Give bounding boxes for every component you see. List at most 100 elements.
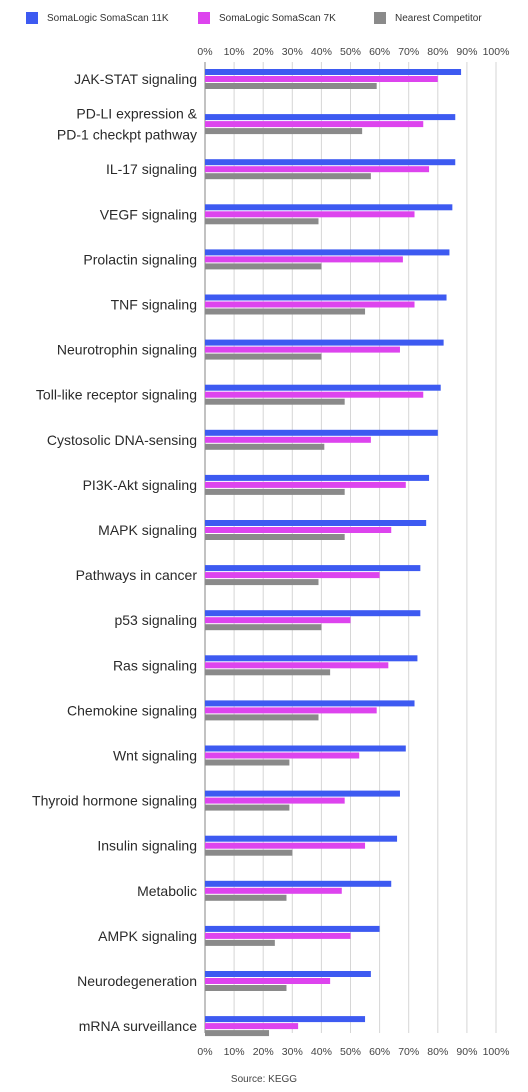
bar-s1-c8 — [205, 436, 371, 443]
bar-s2-c2 — [205, 173, 371, 180]
x-tick-bottom-9: 90% — [456, 1046, 477, 1058]
x-tick-bottom-4: 40% — [311, 1046, 332, 1058]
bar-s2-c10 — [205, 534, 345, 540]
x-tick-bottom-2: 20% — [253, 1046, 274, 1058]
x-tick-bottom-10: 100% — [483, 1046, 510, 1058]
bar-s2-c0 — [205, 83, 377, 89]
bar-s0-c13 — [205, 655, 418, 662]
bar-s2-c21 — [205, 1030, 270, 1037]
bar-s2-c15 — [205, 759, 290, 766]
bar-s0-c3 — [205, 204, 453, 211]
category-label-5: TNF signaling — [111, 297, 197, 313]
bar-s1-c10 — [205, 527, 392, 533]
legend: SomaLogic SomaScan 11K SomaLogic SomaSca… — [0, 0, 528, 40]
bar-s2-c9 — [205, 488, 345, 495]
bar-s1-c7 — [205, 391, 424, 398]
bar-s2-c4 — [205, 263, 322, 270]
bar-s0-c15 — [205, 745, 406, 752]
bar-s0-c19 — [205, 925, 380, 932]
category-label-13: Ras signaling — [113, 657, 197, 673]
bar-s1-c11 — [205, 572, 380, 579]
x-tick-top-6: 60% — [369, 46, 390, 58]
category-label-6: Neurotrophin signaling — [57, 342, 197, 358]
legend-label-nearest-competitor: Nearest Competitor — [395, 12, 482, 24]
bar-s1-c13 — [205, 662, 389, 669]
bar-s1-c18 — [205, 887, 342, 894]
category-label-1-line-0: PD-LI expression & — [76, 106, 197, 122]
bar-s2-c12 — [205, 624, 322, 631]
category-label-1-line-1: PD-1 checkpt pathway — [57, 127, 197, 143]
bar-s2-c8 — [205, 443, 325, 450]
category-label-14: Chemokine signaling — [67, 702, 197, 718]
x-tick-top-10: 100% — [483, 46, 510, 58]
category-label-4: Prolactin signaling — [83, 251, 197, 267]
legend-swatch-nearest-competitor — [374, 12, 386, 24]
legend-item-nearest-competitor: Nearest Competitor — [374, 12, 482, 24]
bar-s1-c1 — [205, 121, 424, 128]
x-tick-top-4: 40% — [311, 46, 332, 58]
x-tick-top-7: 70% — [398, 46, 419, 58]
bar-s2-c3 — [205, 218, 319, 225]
bar-s1-c20 — [205, 978, 331, 984]
bar-s1-c15 — [205, 752, 360, 759]
bar-s0-c12 — [205, 610, 421, 617]
legend-label-somascan-11k: SomaLogic SomaScan 11K — [47, 12, 169, 24]
category-label-2: IL-17 signaling — [106, 161, 197, 177]
category-label-15: Wnt signaling — [113, 748, 197, 764]
legend-swatch-somascan-7k — [198, 12, 210, 24]
bar-s1-c17 — [205, 842, 366, 849]
category-label-10: MAPK signaling — [98, 522, 197, 538]
x-tick-bottom-5: 50% — [340, 1046, 361, 1058]
bar-s0-c10 — [205, 520, 427, 526]
bar-s2-c19 — [205, 939, 275, 946]
x-tick-top-3: 30% — [282, 46, 303, 58]
bar-s0-c5 — [205, 294, 447, 301]
category-label-19: AMPK signaling — [98, 928, 197, 944]
x-tick-top-1: 10% — [224, 46, 245, 58]
bar-s2-c1 — [205, 128, 363, 135]
legend-item-somascan-11k: SomaLogic SomaScan 11K — [26, 12, 169, 24]
category-label-16: Thyroid hormone signaling — [32, 793, 197, 809]
x-tick-bottom-3: 30% — [282, 1046, 303, 1058]
category-label-0: JAK-STAT signaling — [74, 71, 197, 87]
bar-s1-c16 — [205, 797, 345, 804]
x-tick-top-5: 50% — [340, 46, 361, 58]
bar-s2-c6 — [205, 353, 322, 360]
bar-s0-c7 — [205, 384, 441, 391]
x-tick-bottom-6: 60% — [369, 1046, 390, 1058]
bar-s0-c8 — [205, 429, 438, 436]
x-tick-bottom-8: 80% — [427, 1046, 448, 1058]
bar-s2-c20 — [205, 985, 287, 991]
bar-s1-c6 — [205, 346, 400, 353]
x-tick-top-2: 20% — [253, 46, 274, 58]
bar-s0-c6 — [205, 339, 444, 346]
bar-s0-c16 — [205, 790, 400, 797]
bar-s1-c5 — [205, 301, 415, 308]
bar-s2-c5 — [205, 308, 366, 315]
x-tick-top-8: 80% — [427, 46, 448, 58]
bar-s1-c2 — [205, 166, 430, 173]
bar-s1-c0 — [205, 76, 438, 82]
bar-s2-c17 — [205, 849, 293, 856]
bar-s1-c4 — [205, 256, 403, 263]
category-label-7: Toll-like receptor signaling — [36, 387, 197, 403]
category-label-21: mRNA surveillance — [79, 1018, 197, 1034]
source-note: Source: KEGG — [230, 1074, 298, 1085]
category-label-8: Cystosolic DNA-sensing — [47, 432, 197, 448]
category-label-12: p53 signaling — [114, 612, 197, 628]
bar-s0-c0 — [205, 69, 462, 75]
bar-s0-c2 — [205, 159, 456, 166]
category-label-18: Metabolic — [137, 883, 197, 899]
bar-s0-c11 — [205, 565, 421, 572]
bar-s0-c20 — [205, 971, 371, 977]
legend-item-somascan-7k: SomaLogic SomaScan 7K — [198, 12, 336, 24]
bar-s0-c14 — [205, 700, 415, 707]
bar-s0-c9 — [205, 474, 430, 481]
bar-s2-c11 — [205, 579, 319, 586]
x-tick-top-0: 0% — [197, 46, 212, 58]
bar-s1-c21 — [205, 1023, 299, 1030]
x-tick-bottom-0: 0% — [197, 1046, 212, 1058]
bar-s0-c18 — [205, 880, 392, 887]
bar-s1-c3 — [205, 211, 415, 218]
